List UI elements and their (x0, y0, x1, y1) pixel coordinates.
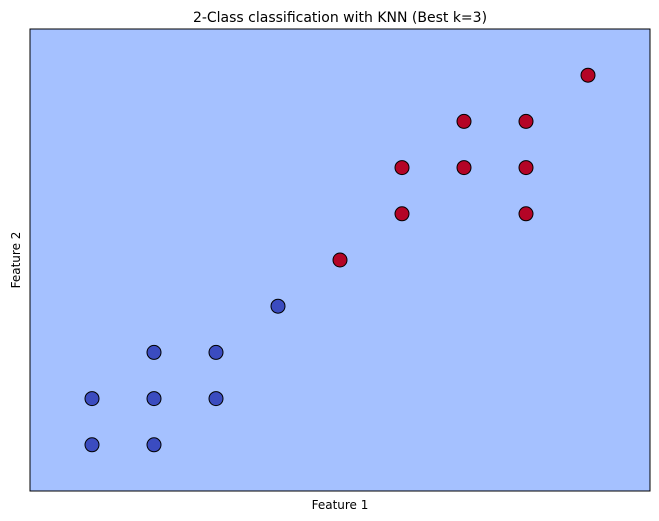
scatter-point-class1-3 (394, 160, 410, 176)
y-axis-label: Feature 2 (9, 232, 23, 289)
plot-frame (29, 28, 651, 492)
scatter-point-class1-1 (394, 206, 410, 222)
scatter-point-class1-4 (456, 160, 472, 176)
scatter-point-class0-4 (208, 391, 224, 407)
scatter-point-class1-8 (580, 67, 596, 83)
scatter-point-class0-0 (84, 437, 100, 453)
scatter-point-class0-6 (208, 344, 224, 360)
scatter-point-class0-2 (84, 391, 100, 407)
scatter-point-class0-7 (270, 298, 286, 314)
chart-title: 2-Class classification with KNN (Best k=… (193, 10, 487, 26)
data-points (84, 67, 596, 453)
x-axis-label: Feature 1 (312, 498, 369, 512)
scatter-point-class1-0 (332, 252, 348, 268)
scatter-point-class1-2 (518, 206, 534, 222)
scatter-point-class0-5 (146, 344, 162, 360)
scatter-point-class1-5 (518, 160, 534, 176)
scatter-point-class1-6 (456, 113, 472, 129)
scatter-point-class0-3 (146, 391, 162, 407)
scatter-point-class1-7 (518, 113, 534, 129)
scatter-point-class0-1 (146, 437, 162, 453)
